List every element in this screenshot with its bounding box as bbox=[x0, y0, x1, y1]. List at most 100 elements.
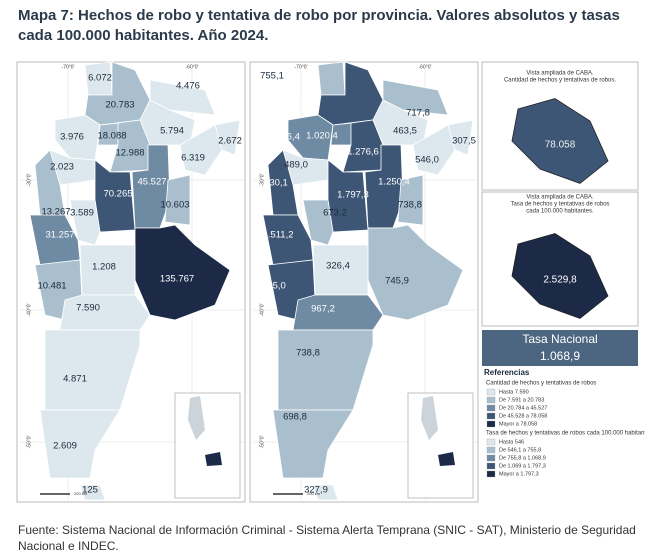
province-label: 18.088 bbox=[97, 131, 126, 142]
province-label: 70.265 bbox=[103, 189, 132, 200]
province-label: 745,9 bbox=[385, 276, 409, 287]
province-label: 1.391,6 bbox=[281, 101, 313, 112]
legend-label: De 1.069 a 1.797,3 bbox=[499, 463, 546, 469]
legend-label: Hasta 546 bbox=[499, 439, 524, 445]
legend-swatch bbox=[486, 412, 496, 420]
province-label: 926,4 bbox=[276, 132, 300, 143]
province-label: 3.976 bbox=[60, 132, 84, 143]
province-label: 1.276,6 bbox=[347, 147, 379, 158]
province bbox=[179, 124, 223, 176]
inset-text: Vista ampliada de CABA. bbox=[526, 71, 594, 77]
province bbox=[29, 214, 81, 266]
province-label: 489,0 bbox=[284, 160, 308, 171]
province-label: 1.630,1 bbox=[256, 178, 288, 189]
graticule-label: -40°0' bbox=[259, 303, 265, 316]
national-title: Tasa Nacional bbox=[522, 332, 597, 346]
legend-label: Mayor a 1.797,3 bbox=[499, 471, 539, 477]
province-label: 1.250,4 bbox=[378, 177, 410, 188]
province-label: 1.505,0 bbox=[254, 281, 286, 292]
source: Fuente: Sistema Nacional de Información … bbox=[18, 523, 636, 553]
legend-swatch bbox=[486, 438, 496, 446]
province bbox=[272, 409, 354, 479]
south-inset bbox=[407, 392, 474, 499]
scale-label: 200 km bbox=[74, 491, 88, 496]
province-label: 738,8 bbox=[296, 348, 320, 359]
province-label: 4.476 bbox=[176, 81, 200, 92]
province-label: 6.319 bbox=[181, 153, 205, 164]
province bbox=[69, 199, 101, 246]
inset-text: cada 100.000 habitantes. bbox=[526, 209, 594, 215]
graticule-label: -60°0' bbox=[419, 64, 432, 70]
graticule-label: -70°0' bbox=[62, 64, 75, 70]
province-label: 327,9 bbox=[304, 485, 328, 496]
legend-label: Hasta 7.590 bbox=[499, 389, 529, 395]
province-label: 2.023 bbox=[50, 162, 74, 173]
province bbox=[382, 79, 449, 116]
province bbox=[262, 214, 314, 266]
province-label: 738,8 bbox=[398, 200, 422, 211]
province bbox=[277, 329, 374, 411]
province-label: 125 bbox=[82, 485, 98, 496]
province-label: 1.208 bbox=[92, 262, 116, 273]
province bbox=[412, 124, 456, 176]
graticule-label: -30°0' bbox=[26, 173, 32, 186]
legend-group-title: Tasa de hechos y tentativas de robos cad… bbox=[486, 431, 645, 437]
province-label: 326,4 bbox=[326, 261, 350, 272]
province-label: 1.020,4 bbox=[306, 131, 338, 142]
province-label: 307,5 bbox=[452, 136, 476, 147]
graticule-label: -40°0' bbox=[26, 303, 32, 316]
province-label: 1.511,2 bbox=[263, 230, 294, 241]
province-label: 967,2 bbox=[311, 304, 335, 315]
legend-label: De 45.528 a 78.058 bbox=[499, 413, 547, 419]
scale-label: 200 km bbox=[307, 491, 321, 496]
province bbox=[312, 484, 339, 501]
province-label: 20.783 bbox=[105, 100, 134, 111]
province bbox=[292, 294, 384, 331]
province-label: 4.871 bbox=[63, 374, 87, 385]
caba-label: 2.529,8 bbox=[543, 275, 577, 286]
province-label: 12.988 bbox=[115, 148, 144, 159]
legend-group-title: Cantidad de hechos y tentativas de robos bbox=[486, 381, 596, 387]
legend-swatch bbox=[486, 404, 496, 412]
graticule-label: -70°0' bbox=[295, 64, 308, 70]
inset-text: Vista ampliada de CABA. bbox=[526, 195, 594, 201]
island bbox=[438, 452, 455, 466]
legend-swatch bbox=[486, 454, 496, 462]
caba bbox=[511, 98, 609, 184]
caba bbox=[511, 233, 609, 319]
province-label: 45.527 bbox=[137, 177, 166, 188]
legend-label: De 546,1 a 755,8 bbox=[499, 447, 541, 453]
province-label: 2.672 bbox=[218, 136, 242, 147]
province-label: 13.267 bbox=[41, 207, 70, 218]
province-label: 463,5 bbox=[393, 126, 417, 137]
province bbox=[34, 149, 66, 216]
province bbox=[44, 329, 141, 411]
inset-text: Cantidad de hechos y tentativas de robos… bbox=[504, 78, 616, 84]
legend-label: De 755,8 a 1.068,9 bbox=[499, 455, 546, 461]
legend-swatch bbox=[486, 388, 496, 396]
province bbox=[149, 79, 216, 116]
island bbox=[188, 396, 205, 440]
province-label: 717,8 bbox=[406, 108, 430, 119]
province bbox=[317, 61, 346, 96]
title: Mapa 7: Hechos de robo y tentativa de ro… bbox=[18, 7, 620, 44]
national-value: 1.068,9 bbox=[540, 349, 580, 363]
national-box bbox=[482, 330, 638, 366]
province-label: 5.794 bbox=[160, 126, 184, 137]
legend-swatch bbox=[486, 420, 496, 428]
graticule-label: -50°0' bbox=[259, 435, 265, 448]
south-inset bbox=[174, 392, 241, 499]
province-label: 10.603 bbox=[160, 200, 189, 211]
legend-label: De 7.591 a 20.783 bbox=[499, 397, 544, 403]
legend-swatch bbox=[486, 470, 496, 478]
province bbox=[59, 294, 151, 331]
island bbox=[205, 452, 222, 466]
province-label: 7.590 bbox=[76, 303, 100, 314]
province bbox=[164, 174, 191, 226]
inset-text: Tasa de hechos y tentativas de robos bbox=[510, 202, 609, 208]
province-label: 673,2 bbox=[323, 208, 347, 219]
province-label: 546,0 bbox=[415, 155, 439, 166]
province bbox=[39, 409, 121, 479]
province bbox=[267, 149, 299, 216]
